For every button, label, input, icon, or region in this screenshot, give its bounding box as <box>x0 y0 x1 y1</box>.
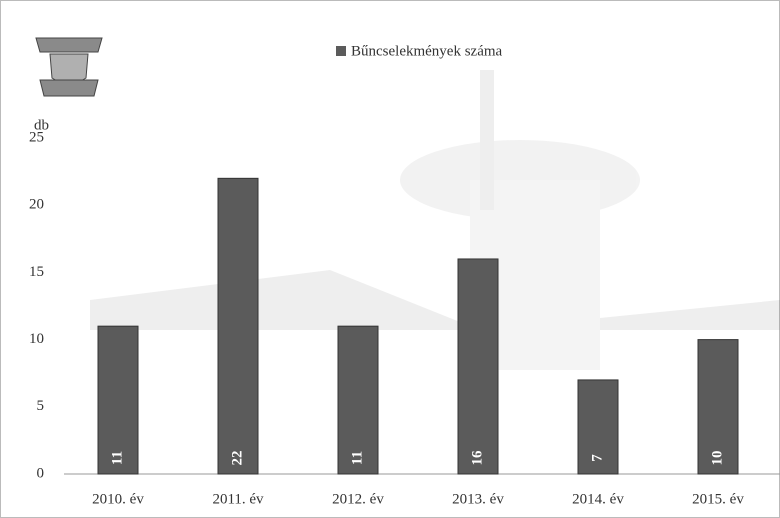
data-label: 22 <box>229 451 245 466</box>
bar <box>97 325 139 475</box>
legend-label: Bűncselekmények száma <box>351 43 503 59</box>
data-label: 7 <box>589 454 605 462</box>
bar <box>577 379 619 475</box>
data-label: 11 <box>349 451 365 465</box>
legend-swatch <box>336 46 346 56</box>
y-tick-label: 10 <box>29 331 44 347</box>
y-tick-label: 0 <box>37 465 45 481</box>
x-tick-label: 2011. év <box>212 491 264 507</box>
data-label: 10 <box>709 451 725 466</box>
data-label: 16 <box>469 450 485 466</box>
bar <box>337 325 379 475</box>
y-tick-label: 20 <box>29 197 44 213</box>
x-tick-label: 2010. év <box>92 491 144 507</box>
watermark <box>90 70 780 370</box>
data-label: 11 <box>109 451 125 465</box>
x-tick-label: 2013. év <box>452 491 504 507</box>
x-tick-label: 2014. év <box>572 491 624 507</box>
y-axis-label: db <box>34 117 49 133</box>
y-tick-label: 25 <box>29 129 44 145</box>
bar <box>457 258 499 475</box>
x-tick-label: 2015. év <box>692 491 744 507</box>
logo <box>35 37 103 97</box>
x-tick-label: 2012. év <box>332 491 384 507</box>
y-tick-label: 5 <box>37 398 45 414</box>
bar <box>217 177 259 475</box>
bar <box>697 339 739 475</box>
y-tick-label: 15 <box>29 264 44 280</box>
